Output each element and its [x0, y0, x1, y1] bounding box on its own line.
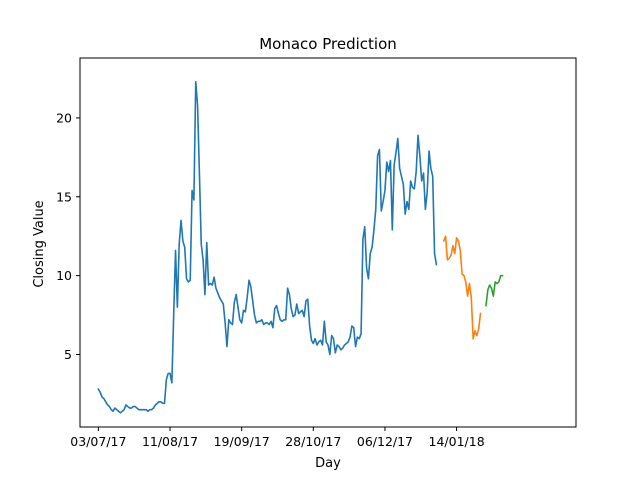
y-tick-label: 20: [56, 110, 72, 125]
y-tick-label: 5: [64, 347, 72, 362]
series-layer: [97, 80, 504, 414]
axis-layer: 03/07/17 11/08/17 19/09/17 28/10/17 06/12/17…: [56, 57, 577, 449]
x-tick-label: 03/07/17: [70, 434, 126, 449]
x-axis-label: Day: [315, 456, 341, 471]
x-tick-label: 14/01/18: [429, 434, 485, 449]
x-tick-label: 11/08/17: [142, 434, 198, 449]
x-tick-label: 28/10/17: [285, 434, 341, 449]
chart-title: Monaco Prediction: [259, 35, 397, 53]
x-tick-label: 06/12/17: [357, 434, 413, 449]
series-line-1: [97, 80, 438, 414]
series-line-3: [485, 274, 504, 307]
x-tick-label: 19/09/17: [214, 434, 270, 449]
y-tick-label: 10: [56, 268, 72, 283]
y-axis-label: Closing Value: [32, 200, 47, 287]
plot-frame: [79, 57, 577, 428]
series-line-2: [442, 235, 482, 340]
y-tick-label: 15: [56, 189, 72, 204]
